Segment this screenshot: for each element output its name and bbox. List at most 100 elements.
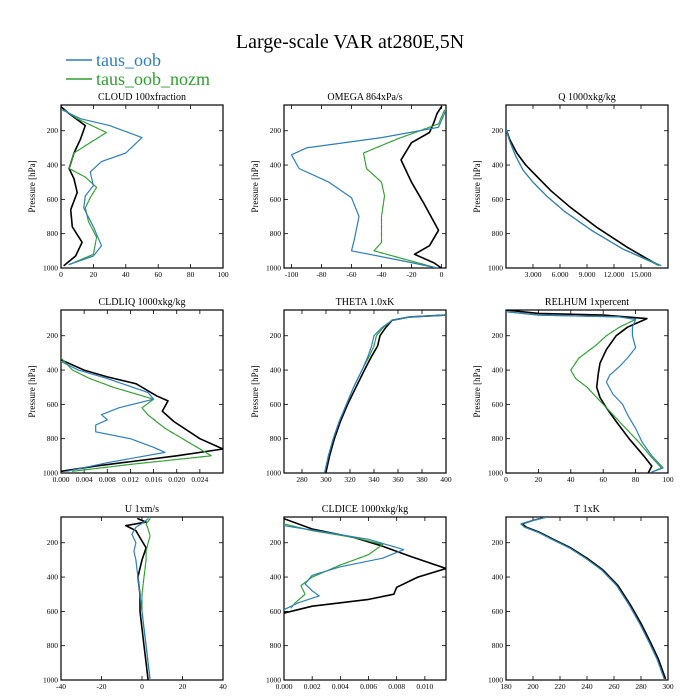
panel-7-title: U 1xm/s — [125, 504, 159, 515]
legend-label-taus-oob: taus_oob — [96, 50, 161, 70]
panel-9-xtick-label: 240 — [581, 682, 593, 691]
panel-4-title: CLDLIQ 1000xkg/kg — [99, 297, 186, 308]
panel-1-ytick-label: 200 — [47, 126, 59, 135]
panel-8-title: CLDICE 1000xkg/kg — [322, 504, 408, 515]
panel-6-ytick-label: 600 — [492, 400, 504, 409]
panel-9-xtick-label: 260 — [608, 682, 620, 691]
chart-panel-2: OMEGA 864xPa/s 200 400 600 800 1000 -100 -80 -60… — [250, 92, 447, 279]
panel-7-series-line-1 — [125, 517, 149, 680]
panel-8-xtick-label: 0.006 — [360, 682, 377, 691]
panel-6-xtick-label: 40 — [567, 475, 575, 484]
panel-8-ytick-label: 400 — [270, 573, 282, 582]
panel-4-xtick-label: 0.016 — [145, 475, 162, 484]
panel-8-xtick-label: 0.010 — [416, 682, 433, 691]
panel-9-xtick-label: 280 — [635, 682, 647, 691]
panel-4-ytick-label: 600 — [47, 400, 59, 409]
panel-9-ytick-label: 600 — [492, 607, 504, 616]
panel-8-ytick-label: 1000 — [266, 676, 281, 685]
panel-4-ytick-label: 800 — [47, 434, 59, 443]
chart-panel-7: U 1xm/s 200 400 600 800 1000-40 -20 0 20 40 — [43, 504, 227, 691]
panel-4-series-line-3 — [61, 360, 166, 472]
panel-4-xtick-label: 0.008 — [99, 475, 116, 484]
panel-7-xtick-label: 0 — [140, 682, 144, 691]
panel-9-ytick-label: 400 — [492, 573, 504, 582]
panel-3-ytick-label: 400 — [492, 161, 504, 170]
panel-7-ytick-label: 1000 — [43, 676, 58, 685]
panel-2-xtick-label: -100 — [285, 270, 299, 279]
legend-label-taus-oob-nozm: taus_oob_nozm — [96, 69, 210, 89]
panel-3-ytick-label: 1000 — [488, 264, 503, 273]
panel-3-xtick-label: 6.000 — [552, 270, 569, 279]
panel-2-series-group — [290, 105, 446, 268]
panel-5-xtick-label: 280 — [296, 475, 308, 484]
panel-5-frame — [283, 309, 447, 474]
figure-title: Large-scale VAR at280E,5N — [236, 31, 464, 53]
chart-panel-3: Q 1000xkg/kg 200 400 600 800 1000 3.000 6.000 9.… — [472, 92, 669, 279]
panel-9-ytick-label: 200 — [492, 538, 504, 547]
panel-6-ytick-label: 800 — [492, 434, 504, 443]
panel-1-ytick-label: 400 — [47, 161, 59, 170]
panel-5-ytick-label: 200 — [270, 331, 282, 340]
panel-1-ylabel: Pressure [hPa] — [27, 160, 37, 212]
panel-3-xtick-label: 15.000 — [631, 270, 652, 279]
panel-2-xtick-label: -40 — [377, 270, 387, 279]
panel-1-ytick-label: 800 — [47, 229, 59, 238]
panel-9-series-group — [520, 517, 667, 680]
panel-7-series-group — [125, 517, 151, 680]
panel-4-series-line-1 — [61, 359, 223, 473]
panel-1-series-line-2 — [63, 109, 107, 266]
panel-4-xtick-label: 0.012 — [122, 475, 139, 484]
panel-9-series-line-2 — [520, 517, 665, 679]
panel-2-ylabel: Pressure [hPa] — [250, 160, 260, 212]
panel-1-ytick-label: 600 — [47, 195, 59, 204]
panel-1-xtick-label: 100 — [217, 270, 229, 279]
panel-1-ytick-label: 1000 — [43, 264, 58, 273]
panel-8-series-group — [284, 517, 446, 614]
panel-9-series-line-3 — [520, 517, 665, 679]
panel-8-xtick-label: 0.002 — [304, 682, 321, 691]
panel-4-ytick-label: 200 — [47, 331, 59, 340]
panel-1-xtick-label: 20 — [90, 270, 98, 279]
panel-5-ytick-label: 600 — [270, 400, 282, 409]
panel-6-xtick-label: 80 — [632, 475, 640, 484]
panel-6-ytick-label: 200 — [492, 331, 504, 340]
panel-6-series-line-3 — [506, 311, 664, 473]
panel-6-ytick-label: 1000 — [488, 469, 503, 478]
panel-4-ytick-label: 1000 — [43, 469, 58, 478]
panel-6-title: RELHUM 1xpercent — [545, 297, 629, 308]
panel-8-xtick-label: 0.000 — [276, 682, 293, 691]
panel-5-ytick-label: 1000 — [266, 469, 281, 478]
panel-3-ytick-label: 200 — [492, 126, 504, 135]
panel-2-xtick-label: -80 — [317, 270, 327, 279]
panel-6-ytick-label: 400 — [492, 366, 504, 375]
panel-8-xtick-label: 0.008 — [388, 682, 405, 691]
panel-8-series-line-3 — [284, 525, 405, 611]
panel-5-ytick-label: 800 — [270, 434, 282, 443]
panel-5-series-line-1 — [325, 314, 446, 473]
panel-2-ytick-label: 600 — [270, 195, 282, 204]
panel-5-ylabel: Pressure [hPa] — [250, 365, 260, 417]
panel-3-ytick-label: 800 — [492, 229, 504, 238]
panel-6-series-group — [506, 310, 664, 473]
panel-1-series-line-3 — [62, 109, 143, 266]
panel-7-ytick-label: 800 — [47, 641, 59, 650]
panel-3-series-line-1 — [506, 128, 658, 266]
panel-3-series-line-2 — [506, 128, 660, 266]
panel-3-xtick-label: 3.000 — [525, 270, 542, 279]
chart-panel-5: THETA 1.0xK 200 400 600 800 1000 280 300 320 340 3… — [250, 297, 452, 484]
panel-5-xtick-label: 300 — [320, 475, 332, 484]
panel-1-xtick-label: 60 — [154, 270, 162, 279]
panel-1-xtick-label: 0 — [59, 270, 63, 279]
panel-9-frame — [505, 516, 669, 681]
panel-2-ytick-label: 200 — [270, 126, 282, 135]
panel-3-title: Q 1000xkg/kg — [558, 92, 616, 103]
panel-9-ytick-label: 800 — [492, 641, 504, 650]
panel-7-ytick-label: 400 — [47, 573, 59, 582]
panel-5-series-line-2 — [324, 314, 446, 473]
